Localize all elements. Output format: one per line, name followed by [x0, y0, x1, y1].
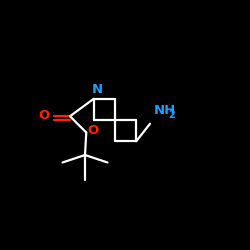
Text: 2: 2 — [168, 110, 175, 120]
Text: NH: NH — [154, 104, 176, 118]
Text: N: N — [92, 83, 103, 96]
Text: O: O — [39, 108, 50, 122]
Text: O: O — [88, 124, 99, 136]
